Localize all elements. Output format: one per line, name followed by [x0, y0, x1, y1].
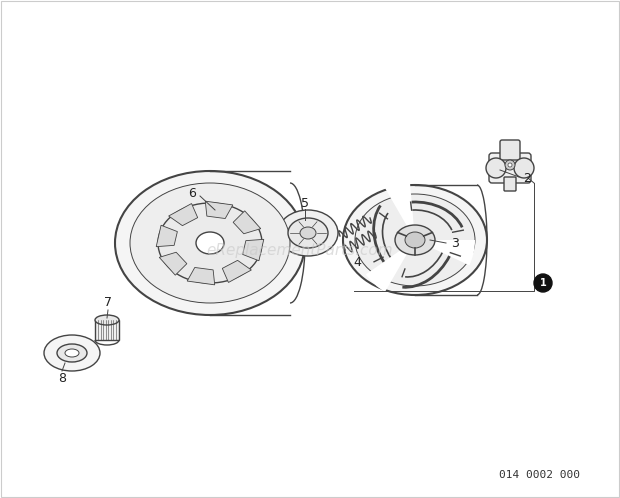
- Wedge shape: [415, 240, 475, 265]
- Text: 1: 1: [539, 278, 546, 288]
- Ellipse shape: [514, 158, 534, 178]
- Text: 5: 5: [301, 197, 309, 210]
- Wedge shape: [366, 240, 415, 292]
- Text: 4: 4: [353, 256, 361, 269]
- Text: 8: 8: [58, 372, 66, 384]
- Polygon shape: [169, 204, 198, 226]
- Circle shape: [534, 274, 552, 292]
- Ellipse shape: [300, 227, 316, 239]
- Ellipse shape: [486, 158, 506, 178]
- Polygon shape: [242, 240, 264, 261]
- FancyBboxPatch shape: [504, 177, 516, 191]
- Polygon shape: [205, 201, 233, 219]
- Circle shape: [505, 160, 515, 170]
- Ellipse shape: [278, 210, 338, 256]
- Polygon shape: [223, 260, 251, 282]
- Ellipse shape: [343, 185, 487, 295]
- Polygon shape: [159, 252, 187, 275]
- Ellipse shape: [130, 183, 290, 303]
- Text: 7: 7: [104, 296, 112, 309]
- Text: eReplacementParts.com: eReplacementParts.com: [206, 243, 393, 257]
- Circle shape: [508, 163, 512, 167]
- Ellipse shape: [355, 194, 475, 286]
- Ellipse shape: [57, 344, 87, 362]
- FancyBboxPatch shape: [489, 153, 531, 183]
- Text: 2: 2: [523, 171, 531, 184]
- Ellipse shape: [395, 225, 435, 255]
- Polygon shape: [187, 267, 215, 285]
- Wedge shape: [385, 180, 415, 240]
- Ellipse shape: [95, 315, 119, 325]
- Ellipse shape: [288, 218, 328, 248]
- Ellipse shape: [115, 171, 305, 315]
- Text: 6: 6: [188, 186, 196, 200]
- Ellipse shape: [405, 232, 425, 248]
- Polygon shape: [233, 211, 261, 234]
- Bar: [95, 320, 119, 340]
- Text: 014 0002 000: 014 0002 000: [499, 470, 580, 480]
- FancyBboxPatch shape: [500, 140, 520, 160]
- Ellipse shape: [158, 203, 262, 283]
- Ellipse shape: [65, 349, 79, 357]
- Polygon shape: [156, 225, 177, 247]
- Text: 3: 3: [451, 237, 459, 249]
- Ellipse shape: [196, 232, 224, 254]
- Ellipse shape: [44, 335, 100, 371]
